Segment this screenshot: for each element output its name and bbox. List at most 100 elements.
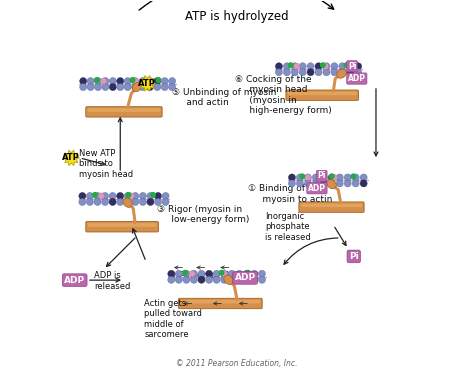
Circle shape <box>258 276 265 283</box>
Circle shape <box>296 174 303 181</box>
Circle shape <box>236 276 243 283</box>
Circle shape <box>320 63 325 67</box>
Circle shape <box>331 174 337 181</box>
Text: ⑤ Unbinding of myosin
     and actin: ⑤ Unbinding of myosin and actin <box>172 88 276 107</box>
Circle shape <box>360 174 367 181</box>
Circle shape <box>132 78 138 84</box>
Text: ① Binding of
     myosin to actin: ① Binding of myosin to actin <box>248 184 332 203</box>
Text: ADP is
released: ADP is released <box>94 271 131 291</box>
Circle shape <box>87 78 94 84</box>
Circle shape <box>336 174 343 181</box>
Circle shape <box>124 78 131 84</box>
FancyBboxPatch shape <box>88 108 160 112</box>
Circle shape <box>132 78 138 84</box>
Circle shape <box>283 69 291 76</box>
Circle shape <box>154 84 161 91</box>
Circle shape <box>344 174 351 181</box>
Circle shape <box>323 69 330 76</box>
Circle shape <box>236 270 243 278</box>
FancyBboxPatch shape <box>88 223 156 227</box>
Circle shape <box>191 276 198 283</box>
Circle shape <box>117 198 124 205</box>
Circle shape <box>329 174 334 179</box>
FancyBboxPatch shape <box>86 107 162 117</box>
Polygon shape <box>139 76 155 91</box>
Circle shape <box>86 192 93 199</box>
Circle shape <box>213 276 220 283</box>
Circle shape <box>162 198 169 205</box>
Circle shape <box>213 270 220 278</box>
Circle shape <box>146 84 154 91</box>
Circle shape <box>80 84 87 91</box>
Text: New ATP
binds to
myosin head: New ATP binds to myosin head <box>80 149 134 179</box>
Circle shape <box>80 78 87 84</box>
Circle shape <box>275 69 283 76</box>
Text: ADP: ADP <box>348 74 366 83</box>
Circle shape <box>139 198 146 205</box>
Circle shape <box>228 270 235 278</box>
Circle shape <box>168 276 175 283</box>
Circle shape <box>206 270 212 278</box>
Circle shape <box>221 270 228 278</box>
Circle shape <box>147 198 154 205</box>
Text: ATP: ATP <box>63 153 80 162</box>
Circle shape <box>323 63 330 70</box>
Circle shape <box>315 63 322 70</box>
Circle shape <box>304 180 311 187</box>
Circle shape <box>191 270 198 278</box>
Circle shape <box>130 78 135 82</box>
Circle shape <box>117 78 124 84</box>
Circle shape <box>293 63 300 70</box>
Circle shape <box>162 192 169 199</box>
Circle shape <box>258 270 265 278</box>
Circle shape <box>291 63 298 70</box>
FancyBboxPatch shape <box>178 298 262 309</box>
Circle shape <box>351 174 356 179</box>
Circle shape <box>339 69 346 76</box>
Circle shape <box>98 193 104 199</box>
Circle shape <box>100 78 107 84</box>
Circle shape <box>156 78 161 82</box>
Text: ADP: ADP <box>64 276 85 285</box>
Text: ③ Rigor (myosin in
     low-energy form): ③ Rigor (myosin in low-energy form) <box>157 205 250 224</box>
Circle shape <box>320 174 328 181</box>
Circle shape <box>221 271 228 277</box>
Circle shape <box>352 180 359 187</box>
FancyBboxPatch shape <box>86 222 158 232</box>
Circle shape <box>155 192 162 199</box>
Circle shape <box>109 198 116 205</box>
Circle shape <box>336 180 343 187</box>
Circle shape <box>139 192 146 199</box>
Circle shape <box>300 174 305 179</box>
Circle shape <box>109 84 116 91</box>
Circle shape <box>161 78 168 84</box>
Circle shape <box>251 270 258 278</box>
FancyBboxPatch shape <box>288 92 357 95</box>
Text: ⑥ Cocking of the
     myosin head
     (myosin in
     high-energy form): ⑥ Cocking of the myosin head (myosin in … <box>235 75 332 115</box>
Circle shape <box>168 270 175 278</box>
Circle shape <box>312 174 319 181</box>
Text: ② Power stroke: ② Power stroke <box>168 271 237 280</box>
Text: ADP: ADP <box>308 184 326 193</box>
Circle shape <box>132 198 139 205</box>
Circle shape <box>288 174 295 181</box>
Circle shape <box>155 198 162 205</box>
FancyBboxPatch shape <box>301 203 362 207</box>
Circle shape <box>175 270 182 278</box>
Circle shape <box>124 84 131 91</box>
Circle shape <box>79 198 86 205</box>
Polygon shape <box>63 150 80 166</box>
Circle shape <box>352 174 359 181</box>
Text: ATP: ATP <box>138 79 156 88</box>
Circle shape <box>86 198 93 205</box>
Circle shape <box>304 174 311 181</box>
Circle shape <box>102 84 109 91</box>
Circle shape <box>275 63 283 70</box>
Circle shape <box>322 63 328 70</box>
Circle shape <box>183 270 188 275</box>
Text: Pi: Pi <box>348 62 356 71</box>
Circle shape <box>288 180 295 187</box>
Circle shape <box>328 180 335 187</box>
Text: © 2011 Pearson Education, Inc.: © 2011 Pearson Education, Inc. <box>176 359 298 368</box>
Text: Inorganic
phosphate
is released: Inorganic phosphate is released <box>265 212 310 242</box>
